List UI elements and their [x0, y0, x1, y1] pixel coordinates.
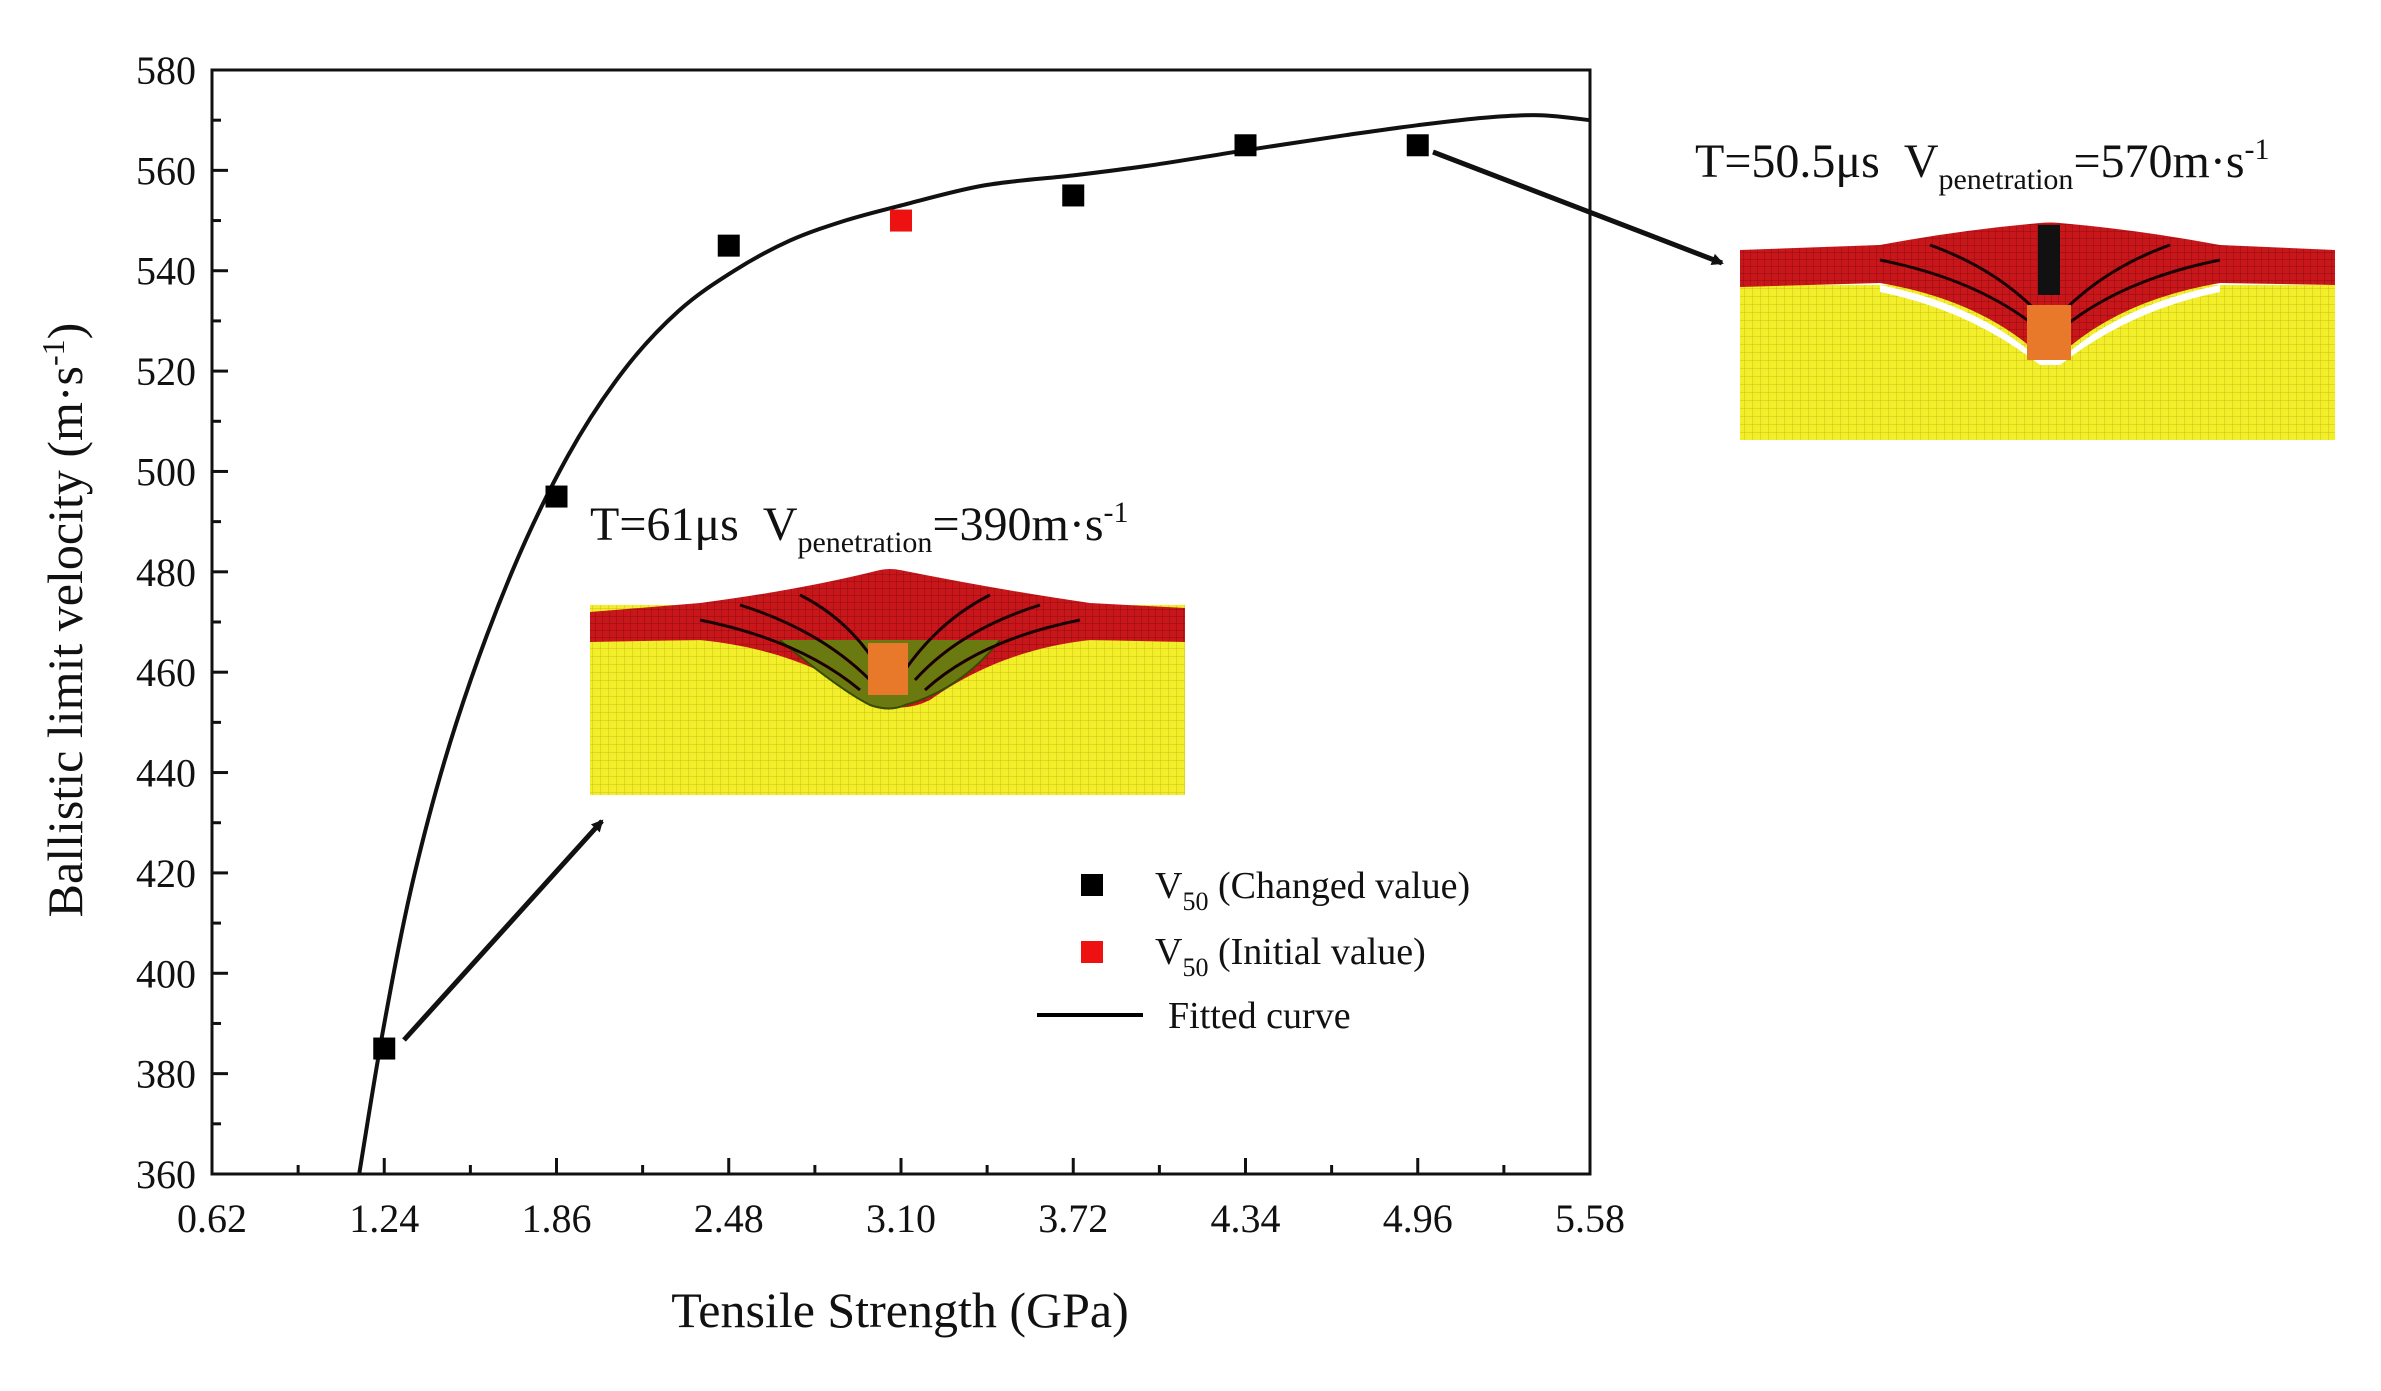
data-point-initial [890, 209, 912, 232]
x-tick-label: 4.34 [1211, 1196, 1281, 1241]
y-tick-label: 580 [136, 48, 196, 93]
x-axis-ticks: 0.62 1.24 1.86 2.48 3.10 3.72 4.34 4.96 5.58 [177, 1158, 1625, 1241]
x-tick-label: 0.62 [177, 1196, 247, 1241]
y-tick-label: 380 [136, 1052, 196, 1097]
data-point-changed [545, 485, 568, 508]
legend-marker-changed [1081, 874, 1103, 896]
x-tick-label: 5.58 [1555, 1196, 1625, 1241]
y-tick-label: 540 [136, 249, 196, 294]
annotation-low: T=61μs Vpenetration=390m·s-1 [402, 496, 1129, 1042]
data-point-changed [1406, 134, 1429, 157]
y-tick-label: 440 [136, 751, 196, 796]
annotation-high: T=50.5μs Vpenetration=570m·s-1 [1432, 133, 2270, 266]
x-tick-label: 1.24 [349, 1196, 419, 1241]
simulation-inset-low [590, 569, 1185, 795]
x-tick-label: 4.96 [1383, 1196, 1453, 1241]
y-tick-label: 500 [136, 449, 196, 494]
x-axis-title: Tensile Strength (GPa) [671, 1282, 1129, 1338]
y-axis-ticks: 360 380 400 420 440 460 480 500 520 540 560 580 [136, 48, 228, 1197]
y-tick-label: 460 [136, 650, 196, 695]
y-tick-label: 480 [136, 550, 196, 595]
simulation-inset-high [1740, 222, 2335, 440]
y-axis-title: Ballistic limit velocity (m·s-1) [35, 323, 93, 918]
fitted-curve-line [357, 113, 1590, 1174]
legend-label-fitted: Fitted curve [1168, 995, 1351, 1037]
y-tick-label: 420 [136, 851, 196, 896]
arrow-high [1432, 149, 1724, 266]
y-tick-label: 360 [136, 1152, 196, 1197]
legend-label-changed: V50 (Changed value) [1155, 865, 1470, 916]
y-tick-label: 560 [136, 148, 196, 193]
data-point-changed [717, 234, 740, 257]
data-point-changed [1234, 134, 1257, 157]
x-tick-label: 3.10 [866, 1196, 936, 1241]
legend-label-initial: V50 (Initial value) [1155, 931, 1426, 982]
legend: V50 (Changed value) V50 (Initial value) … [1037, 865, 1470, 1037]
arrow-low [402, 819, 604, 1042]
data-point-changed [373, 1037, 396, 1060]
y-tick-label: 400 [136, 951, 196, 996]
x-tick-label: 2.48 [694, 1196, 764, 1241]
data-points [373, 134, 1429, 1060]
x-tick-label: 3.72 [1038, 1196, 1108, 1241]
legend-marker-initial [1081, 941, 1103, 963]
x-tick-label: 1.86 [522, 1196, 592, 1241]
y-tick-label: 520 [136, 349, 196, 394]
data-point-changed [1062, 184, 1085, 207]
